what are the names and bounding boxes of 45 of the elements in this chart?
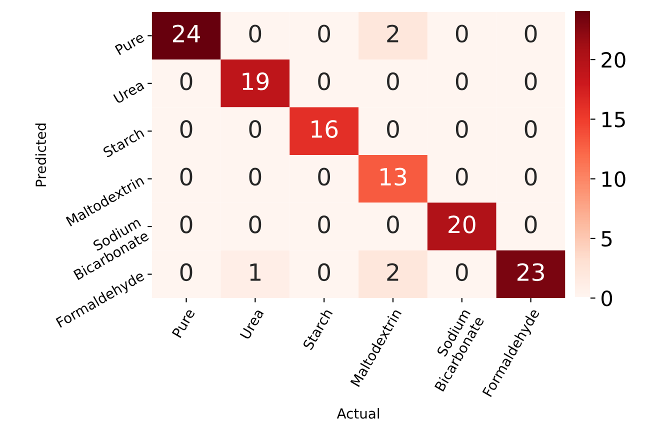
data-label: 0 [524, 72, 537, 90]
data-label: 0 [524, 24, 537, 43]
data-label: 24 [172, 24, 200, 42]
data-label: 1 [250, 264, 260, 281]
data-label: 0 [180, 216, 192, 234]
color-bar-label: 10 [602, 171, 626, 188]
data-label: 0 [318, 263, 330, 282]
y-tick-label: Urea [113, 80, 144, 104]
data-label: 0 [249, 120, 262, 138]
data-label: 23 [518, 263, 544, 282]
color-bar-label: 20 [602, 52, 626, 68]
data-label: 0 [318, 24, 330, 43]
data-label: 2 [387, 263, 398, 281]
data-label: 20 [448, 216, 476, 234]
color-bar-label: 5 [602, 231, 612, 247]
data-label: 0 [249, 216, 262, 234]
data-label: 0 [524, 168, 537, 186]
data-label: 0 [387, 120, 399, 138]
data-label: 2 [387, 24, 398, 42]
data-label: 16 [312, 120, 338, 138]
data-label: 0 [318, 216, 330, 234]
data-label: 0 [180, 72, 192, 90]
data-label: 0 [387, 216, 399, 234]
color-bar-label: 15 [602, 112, 625, 128]
data-label: 0 [180, 263, 192, 282]
data-label: 0 [180, 120, 192, 138]
data-label: 0 [249, 24, 262, 43]
data-label: 0 [456, 168, 468, 186]
data-label: 0 [318, 72, 330, 90]
y-axis-title: Predicted [35, 124, 46, 186]
x-axis-title: Actual [336, 408, 379, 419]
data-label: 0 [249, 168, 262, 186]
data-label: 0 [524, 120, 537, 138]
data-label: 0 [456, 72, 468, 90]
data-label: 0 [387, 72, 399, 90]
data-label: 0 [180, 168, 192, 186]
color-bar-label: 0 [602, 290, 612, 306]
data-label: 0 [456, 263, 468, 282]
data-label: 0 [456, 24, 468, 43]
data-label: 0 [318, 168, 330, 186]
y-tick-label: Pure [114, 32, 145, 56]
data-label: 0 [456, 120, 468, 138]
data-label: 13 [380, 168, 406, 186]
data-label: 19 [242, 72, 269, 90]
data-label: 0 [524, 216, 537, 234]
